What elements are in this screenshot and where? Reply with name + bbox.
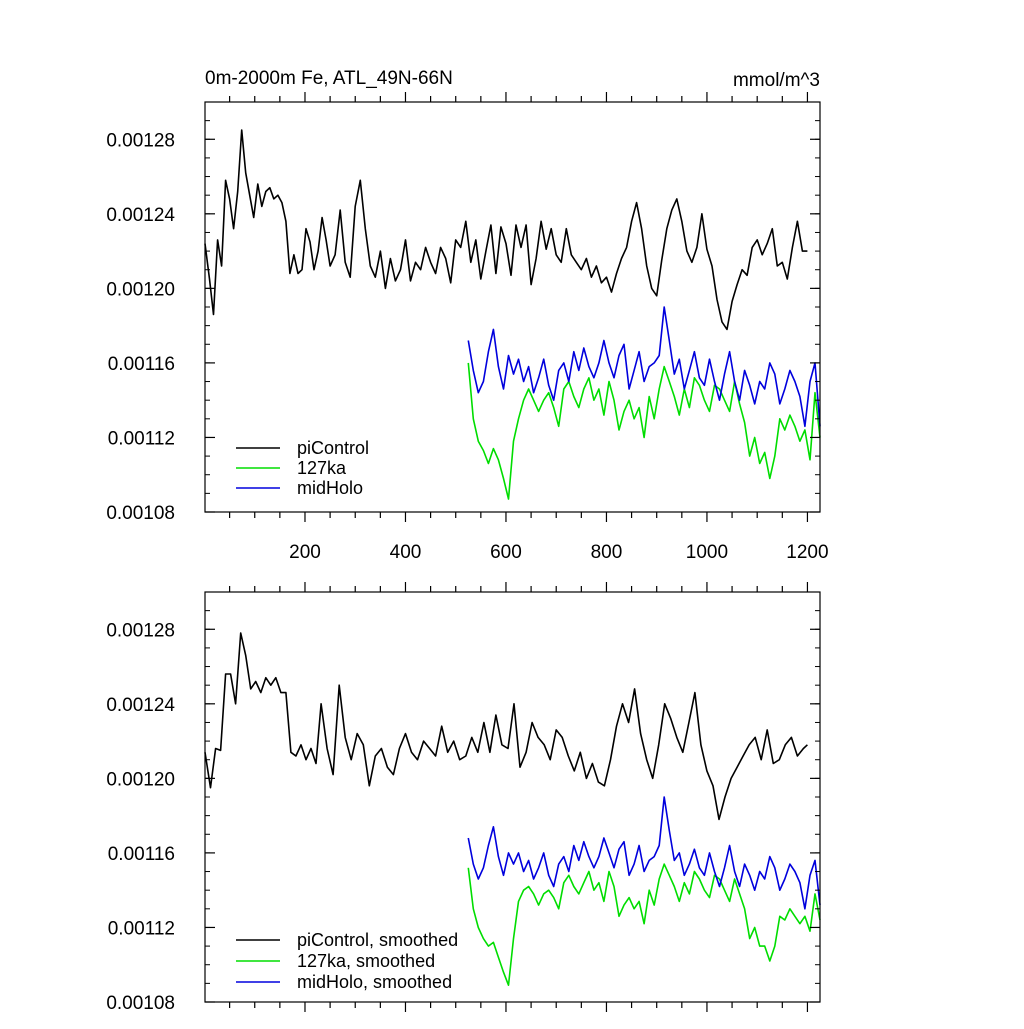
bottom-legend-label-0: piControl, smoothed [297,930,458,950]
bottom-legend-label-1: 127ka, smoothed [297,951,435,971]
top-y-tick-label: 0.00120 [106,279,175,300]
top-series-line-0 [204,129,808,331]
top-x-tick-label: 1200 [786,542,828,563]
top-legend-label-1: 127ka [297,458,347,478]
bottom-series-line-0 [204,632,808,821]
top-x-tick-label: 1000 [686,542,728,563]
bottom-series-line-1 [467,863,821,986]
units-label: mmol/m^3 [733,70,820,91]
top-y-tick-label: 0.00128 [106,130,175,151]
chart-title: 0m-2000m Fe, ATL_49N-66N [205,68,453,89]
top-y-tick-label: 0.00112 [108,428,175,449]
bottom-legend-label-2: midHolo, smoothed [297,972,452,992]
top-x-tick-label: 200 [289,542,321,563]
bottom-y-tick-label: 0.00116 [108,844,175,865]
bottom-y-tick-label: 0.00128 [106,620,175,641]
bottom-series-line-2 [467,796,821,910]
top-x-tick-label: 800 [591,542,623,563]
top-y-tick-label: 0.00116 [108,354,175,375]
bottom-y-tick-label: 0.00124 [106,695,175,716]
top-panel: 0.00108 0.00112 0.00116 0.00120 0.00124 0.001… [106,92,829,563]
top-legend-label-0: piControl [297,438,369,458]
top-series-line-1 [467,362,821,500]
bottom-y-tick-label: 0.00120 [106,769,175,790]
top-y-tick-label: 0.00124 [106,205,175,226]
top-x-tick-label: 400 [390,542,422,563]
top-y-tick-label: 0.00108 [106,503,175,524]
top-legend-label-2: midHolo [297,478,363,498]
bottom-y-tick-label: 0.00108 [106,993,175,1014]
bottom-y-tick-label: 0.00112 [108,918,175,939]
top-x-tick-label: 600 [490,542,522,563]
top-series-line-2 [467,306,821,428]
bottom-panel: 0.00108 0.00112 0.00116 0.00120 0.00124 0.001… [106,582,821,1014]
